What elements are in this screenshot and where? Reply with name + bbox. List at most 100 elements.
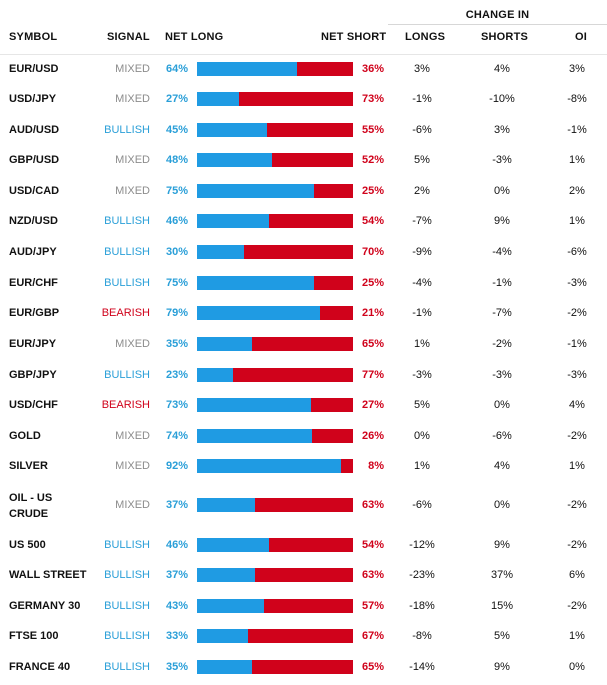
table-row[interactable]: AUD/USD BULLISH 45% 55% -6% 3% -1% [0,115,607,145]
longs-change: 3% [414,63,430,75]
header-divider [0,54,607,55]
symbol-cell[interactable]: FRANCE 40 [9,661,71,673]
net-short-value: 52% [361,154,384,166]
oi-change: -2% [567,499,587,511]
symbol-cell[interactable]: GOLD [9,430,41,442]
symbol-cell[interactable]: AUD/JPY [9,246,57,258]
sentiment-bar [197,568,353,582]
column-header-shorts[interactable]: SHORTS [481,31,529,43]
signal-cell: BULLISH [104,569,150,581]
table-row[interactable]: FTSE 100 BULLISH 33% 67% -8% 5% 1% [0,621,607,651]
shorts-change: -1% [492,277,512,289]
sentiment-bar [197,538,353,552]
symbol-cell[interactable]: AUD/USD [9,124,60,136]
net-long-bar-fill [197,214,269,228]
net-short-value: 54% [361,539,384,551]
longs-change: -8% [412,630,432,642]
net-short-value: 77% [361,369,384,381]
signal-cell: BULLISH [104,600,150,612]
column-header-symbol[interactable]: SYMBOL [9,31,58,43]
symbol-cell[interactable]: EUR/GBP [9,307,60,319]
net-short-value: 36% [361,63,384,75]
column-header-oi[interactable]: OI [575,31,588,43]
net-long-value: 92% [165,460,188,472]
symbol-cell[interactable]: EUR/USD [9,63,59,75]
symbol-cell[interactable]: SILVER [9,460,48,472]
net-long-bar-fill [197,62,297,76]
signal-cell: MIXED [115,338,150,350]
symbol-cell[interactable]: GBP/JPY [9,369,57,381]
table-row[interactable]: EUR/GBP BEARISH 79% 21% -1% -7% -2% [0,298,607,328]
table-row[interactable]: OIL - US CRUDE MIXED 37% 63% -6% 0% -2% [0,482,607,528]
net-long-bar-fill [197,629,249,643]
sentiment-bar [197,306,353,320]
net-long-bar-fill [197,660,252,674]
table-row[interactable]: USD/JPY MIXED 27% 73% -1% -10% -8% [0,84,607,114]
shorts-change: 9% [494,539,510,551]
column-header-net-short[interactable]: NET SHORT [321,31,387,43]
shorts-change: 4% [494,63,510,75]
column-header-signal[interactable]: SIGNAL [107,31,150,43]
table-row[interactable]: AUD/JPY BULLISH 30% 70% -9% -4% -6% [0,237,607,267]
net-long-value: 33% [165,630,188,642]
change-in-divider [388,24,607,25]
table-row[interactable]: USD/CAD MIXED 75% 25% 2% 0% 2% [0,176,607,206]
sentiment-bar [197,123,353,137]
table-row[interactable]: GBP/USD MIXED 48% 52% 5% -3% 1% [0,145,607,175]
signal-cell: BULLISH [104,369,150,381]
net-short-value: 65% [361,661,384,673]
net-short-value: 55% [361,124,384,136]
oi-change: 1% [569,460,585,472]
net-long-value: 35% [165,661,188,673]
sentiment-bar [197,629,353,643]
symbol-cell[interactable]: EUR/JPY [9,338,57,350]
longs-change: -7% [412,215,432,227]
table-row[interactable]: FRANCE 40 BULLISH 35% 65% -14% 9% 0% [0,652,607,682]
symbol-cell[interactable]: EUR/CHF [9,277,58,289]
table-row[interactable]: USD/CHF BEARISH 73% 27% 5% 0% 4% [0,390,607,420]
sentiment-bar [197,599,353,613]
table-row[interactable]: NZD/USD BULLISH 46% 54% -7% 9% 1% [0,206,607,236]
oi-change: -3% [567,277,587,289]
table-row[interactable]: US 500 BULLISH 46% 54% -12% 9% -2% [0,530,607,560]
shorts-change: -3% [492,369,512,381]
table-row[interactable]: GERMANY 30 BULLISH 43% 57% -18% 15% -2% [0,591,607,621]
net-long-value: 27% [165,93,188,105]
oi-change: 1% [569,630,585,642]
sentiment-bar [197,368,353,382]
net-long-value: 75% [165,185,188,197]
signal-cell: MIXED [115,430,150,442]
table-row[interactable]: SILVER MIXED 92% 8% 1% 4% 1% [0,451,607,481]
signal-cell: BEARISH [101,399,150,411]
column-header-longs[interactable]: LONGS [405,31,446,43]
symbol-cell[interactable]: OIL - US CRUDE [9,490,104,522]
symbol-cell[interactable]: USD/CAD [9,185,60,197]
change-in-group-header: CHANGE IN [388,0,607,27]
symbol-cell[interactable]: NZD/USD [9,215,58,227]
table-row[interactable]: GOLD MIXED 74% 26% 0% -6% -2% [0,421,607,451]
table-row[interactable]: EUR/CHF BULLISH 75% 25% -4% -1% -3% [0,268,607,298]
longs-change: 1% [414,460,430,472]
signal-cell: MIXED [115,93,150,105]
table-row[interactable]: EUR/JPY MIXED 35% 65% 1% -2% -1% [0,329,607,359]
signal-cell: MIXED [115,499,150,511]
table-row[interactable]: GBP/JPY BULLISH 23% 77% -3% -3% -3% [0,360,607,390]
symbol-cell[interactable]: USD/JPY [9,93,57,105]
symbol-cell[interactable]: GERMANY 30 [9,600,81,612]
table-row[interactable]: EUR/USD MIXED 64% 36% 3% 4% 3% [0,54,607,84]
symbol-cell[interactable]: USD/CHF [9,399,58,411]
shorts-change: 0% [494,399,510,411]
column-header-net-long[interactable]: NET LONG [165,31,224,43]
symbol-cell[interactable]: FTSE 100 [9,630,59,642]
sentiment-bar [197,92,353,106]
net-long-value: 48% [165,154,188,166]
shorts-change: -2% [492,338,512,350]
net-short-value: 57% [361,600,384,612]
symbol-cell[interactable]: WALL STREET [9,569,87,581]
shorts-change: 5% [494,630,510,642]
table-row[interactable]: WALL STREET BULLISH 37% 63% -23% 37% 6% [0,560,607,590]
signal-cell: MIXED [115,460,150,472]
symbol-cell[interactable]: GBP/USD [9,154,60,166]
symbol-cell[interactable]: US 500 [9,539,46,551]
longs-change: 5% [414,154,430,166]
